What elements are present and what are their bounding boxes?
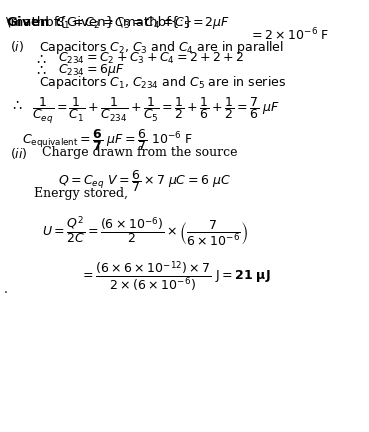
Text: \mathbf{Given} \mathbf{:}: \mathbf{Given} \mathbf{:} (6, 15, 192, 28)
Text: $\therefore$: $\therefore$ (34, 51, 47, 66)
Text: Capacitors $C_1$, $C_{234}$ and $C_5$ are in series: Capacitors $C_1$, $C_{234}$ and $C_5$ ar… (39, 74, 286, 91)
Text: $Q = C_{eq}\ V = \dfrac{6}{7} \times 7\ \mu C = 6\ \mu C$: $Q = C_{eq}\ V = \dfrac{6}{7} \times 7\ … (58, 168, 231, 194)
Text: $\mathbf{Given\ :}$: $\mathbf{Given\ :}$ (6, 15, 61, 29)
Text: $= 2 \times 10^{-6}$ F: $= 2 \times 10^{-6}$ F (249, 27, 330, 43)
Text: $= \dfrac{(6 \times 6 \times 10^{-12}) \times 7}{2 \times (6 \times 10^{-6})}\ \: $= \dfrac{(6 \times 6 \times 10^{-12}) \… (80, 259, 271, 293)
Text: $\dfrac{1}{C_{eq}} = \dfrac{1}{C_1} + \dfrac{1}{C_{234}} + \dfrac{1}{C_5} = \dfr: $\dfrac{1}{C_{eq}} = \dfrac{1}{C_1} + \d… (32, 95, 280, 125)
Text: .: . (4, 283, 8, 296)
Text: Charge drawn from the source: Charge drawn from the source (42, 146, 238, 159)
Text: $C_{234} = C_2 + C_3 + C_4 = 2 + 2 + 2$: $C_{234} = C_2 + C_3 + C_4 = 2 + 2 + 2$ (58, 51, 245, 66)
Text: Energy stored,: Energy stored, (34, 187, 128, 200)
Text: $(ii)$: $(ii)$ (10, 146, 28, 161)
Text: $C_{234} = 6\mu F$: $C_{234} = 6\mu F$ (58, 62, 125, 78)
Text: $U = \dfrac{Q^2}{2C} = \dfrac{(6 \times 10^{-6})}{2} \times \left(\dfrac{7}{6 \t: $U = \dfrac{Q^2}{2C} = \dfrac{(6 \times … (42, 215, 249, 248)
Text: $\therefore$: $\therefore$ (10, 97, 24, 112)
Text: $(i)$: $(i)$ (10, 39, 24, 54)
Text: Capacitors $C_2$, $C_3$ and $C_4$ are in parallel: Capacitors $C_2$, $C_3$ and $C_4$ are in… (39, 39, 284, 56)
Text: $\therefore$: $\therefore$ (34, 62, 47, 77)
Text: $C_1 = C_2 = C_3 = C_4 = C_5 = 2\mu F$: $C_1 = C_2 = C_3 = C_4 = C_5 = 2\mu F$ (55, 15, 230, 31)
Text: $C_{\mathrm{equivalent}} = \dfrac{\mathbf{6}}{\mathbf{7}}\ \mu F = \dfrac{6}{7}\: $C_{\mathrm{equivalent}} = \dfrac{\mathb… (22, 127, 193, 153)
